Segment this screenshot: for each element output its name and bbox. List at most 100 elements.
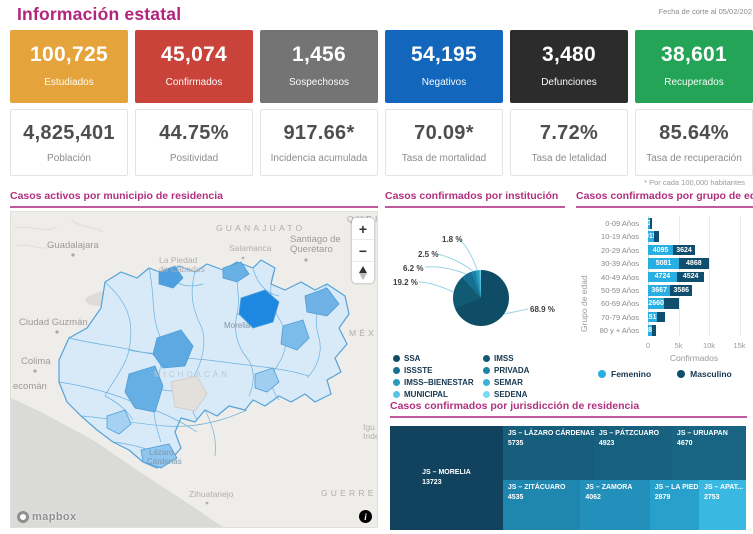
legend-dot-icon bbox=[393, 391, 400, 398]
pie-legend-item-ssa[interactable]: SSA bbox=[393, 354, 479, 363]
summary-card-value: 100,725 bbox=[29, 43, 108, 66]
treemap-block-value: 4535 bbox=[507, 494, 524, 502]
label-santiago-2: Querétaro bbox=[290, 244, 333, 255]
compass-button[interactable] bbox=[352, 262, 374, 283]
age-x-axis-label: Confirmados bbox=[669, 353, 719, 363]
treemap-block-js-la-piedad[interactable]: JS – LA PIEDAD 2879 bbox=[649, 479, 699, 530]
treemap-block-js-uruapan[interactable]: JS – URUAPAN 4670 bbox=[671, 426, 746, 480]
legend-dot-icon bbox=[393, 355, 400, 362]
age-bar-femenino-7[interactable]: 1517 bbox=[645, 311, 660, 323]
pie-legend-label: SSA bbox=[404, 354, 421, 363]
rate-card-5: 85.64% Tasa de recuperación bbox=[635, 109, 753, 176]
age-category-label: 50-59 Años bbox=[601, 286, 639, 295]
rate-card-value: 70.09* bbox=[414, 122, 474, 144]
age-bar-femenino-1[interactable]: 915 bbox=[645, 231, 657, 242]
pie-legend-item-municipal[interactable]: MUNICIPAL bbox=[393, 390, 479, 399]
age-category-label: 60-69 Años bbox=[601, 299, 639, 309]
age-bar-masculino-2[interactable]: 3624 bbox=[672, 244, 696, 256]
rate-card-value: 85.64% bbox=[659, 122, 729, 144]
summary-card-value: 45,074 bbox=[160, 43, 228, 66]
municipality-nodata[interactable] bbox=[170, 375, 208, 412]
age-bar-femenino-8[interactable]: 688 bbox=[644, 325, 656, 336]
treemap-block-value: 4670 bbox=[676, 440, 693, 448]
pie-legend-item-privada[interactable]: PRIVADA bbox=[483, 366, 569, 375]
summary-card-label: Negativos bbox=[421, 77, 467, 88]
pie-legend-column-0: SSA ISSSTE IMSS–BIENESTAR MUNICIPAL bbox=[393, 354, 479, 399]
treemap-block-js-zitácuaro[interactable]: JS – ZITÁCUARO 4535 bbox=[502, 479, 581, 530]
map-panel: Casos activos por municipio de residenci… bbox=[10, 190, 378, 528]
age-bar-femenino-0[interactable]: 307 bbox=[643, 218, 655, 229]
treemap-panel: Casos confirmados por jurisdicción de re… bbox=[390, 400, 747, 530]
map-zoom-control: + − bbox=[352, 218, 374, 283]
treemap-block-js-morelia[interactable]: JS – MORELIA 13723 bbox=[390, 426, 503, 530]
date-note: Fecha de corte al 05/02/202 bbox=[658, 7, 752, 16]
summary-card-value: 1,456 bbox=[291, 43, 347, 66]
age-row-3: 30-39 Años 5081 4868 bbox=[576, 258, 753, 269]
age-bar-femenino-5[interactable]: 3667 bbox=[648, 285, 671, 296]
choropleth-map[interactable]: GUANAJUATO QUERE Guadalajara Santiago de… bbox=[10, 211, 378, 528]
age-legend-item-masculino[interactable]: Masculino bbox=[677, 369, 732, 379]
age-bar-masculino-4[interactable]: 4524 bbox=[676, 271, 705, 283]
rate-cards-row: 4,825,401 Población 44.75% Positividad 917.6… bbox=[10, 109, 753, 176]
pie-legend-item-sedena[interactable]: SEDENA bbox=[483, 390, 569, 399]
treemap-block-js-apat-[interactable]: JS – APAT... 2753 bbox=[698, 479, 746, 530]
age-row-0: 0-09 Años 307 bbox=[576, 218, 753, 229]
age-bar-femenino-4[interactable]: 4724 bbox=[648, 271, 677, 283]
summary-card-label: Sospechosos bbox=[288, 77, 350, 88]
pie-pct-label-imss: 19.2 % bbox=[393, 278, 418, 287]
label-santiago-1: Santiago de bbox=[290, 234, 341, 245]
pie-legend-item-semar[interactable]: SEMAR bbox=[483, 378, 569, 387]
zoom-in-button[interactable]: + bbox=[352, 218, 374, 240]
age-bar-masculino-7[interactable] bbox=[657, 311, 666, 323]
age-legend-item-femenino[interactable]: Femenino bbox=[598, 369, 651, 379]
age-bar-femenino-6[interactable]: 2660 bbox=[648, 298, 665, 309]
summary-card-label: Estudiados bbox=[44, 77, 94, 88]
label-lazaro-2: Cárdenas bbox=[147, 457, 182, 466]
map-attribution-info-icon[interactable]: i bbox=[359, 510, 372, 523]
pie-legend-label: MUNICIPAL bbox=[404, 390, 448, 399]
rate-card-label: Positividad bbox=[169, 153, 219, 164]
legend-dot-icon bbox=[677, 370, 686, 378]
label-morelia: Morelia bbox=[224, 321, 251, 330]
age-bar-value: 688 bbox=[644, 326, 656, 334]
treemap-block-label: JS – ZAMORA 4062 bbox=[585, 483, 632, 503]
treemap-block-js-lázaro-cárdenas[interactable]: JS – LÁZARO CÁRDENAS 5735 bbox=[502, 426, 594, 480]
summary-card-label: Recuperados bbox=[664, 77, 724, 88]
age-bar-femenino-3[interactable]: 5081 bbox=[648, 258, 679, 269]
age-bar-value: 4524 bbox=[682, 273, 699, 281]
municipality-patches[interactable] bbox=[106, 261, 340, 469]
municipality-morelia[interactable] bbox=[238, 289, 280, 329]
legend-dot-icon bbox=[598, 370, 606, 378]
zoom-out-button[interactable]: − bbox=[352, 240, 374, 262]
treemap-block-js-zamora[interactable]: JS – ZAMORA 4062 bbox=[580, 479, 650, 530]
age-bar-masculino-8[interactable] bbox=[652, 325, 656, 336]
map-title: Casos activos por municipio de residenci… bbox=[10, 190, 378, 208]
pie-chart: 68.9 % 19.2 % 6.2 % 2.5 % 1.8 % SSA ISSSTE IMS… bbox=[385, 208, 565, 404]
age-tick-label: 10k bbox=[702, 341, 716, 350]
age-bar-femenino-2[interactable]: 4095 bbox=[648, 244, 673, 256]
age-bar-masculino-5[interactable]: 3586 bbox=[670, 285, 693, 296]
rate-card-value: 7.72% bbox=[539, 122, 599, 144]
age-bar-masculino-1[interactable] bbox=[653, 231, 660, 242]
mapbox-logo[interactable]: mapbox bbox=[17, 511, 77, 523]
dot-queretaro bbox=[304, 258, 308, 262]
rate-card-label: Tasa de mortalidad bbox=[401, 153, 487, 164]
pie-title: Casos confirmados por institución bbox=[385, 190, 565, 208]
pie-legend-item-issste[interactable]: ISSSTE bbox=[393, 366, 479, 375]
pie-legend-item-imss[interactable]: IMSS bbox=[483, 354, 569, 363]
age-category-label: 40-49 Años bbox=[601, 272, 639, 282]
summary-card-confirmados: 45,074 Confirmados bbox=[135, 30, 253, 103]
age-bar-masculino-3[interactable]: 4868 bbox=[678, 258, 709, 269]
treemap-block-name: JS – ZITÁCUARO bbox=[507, 483, 566, 491]
compass-south-icon bbox=[359, 272, 367, 280]
pie-legend-item-imss–bienestar[interactable]: IMSS–BIENESTAR bbox=[393, 378, 479, 387]
rate-card-value: 44.75% bbox=[159, 122, 229, 144]
label-guadalajara: Guadalajara bbox=[47, 240, 99, 251]
age-bar-masculino-6[interactable] bbox=[664, 298, 680, 309]
pie-circle[interactable] bbox=[453, 270, 509, 326]
treemap-block-js-pátzcuaro[interactable]: JS – PÁTZCUARO 4923 bbox=[593, 426, 672, 480]
treemap-block-name: JS – LA PIEDAD bbox=[654, 483, 699, 491]
legend-dot-icon bbox=[483, 379, 490, 386]
label-tecoman: ecomán bbox=[13, 381, 47, 392]
age-bar-masculino-0[interactable] bbox=[649, 218, 652, 229]
